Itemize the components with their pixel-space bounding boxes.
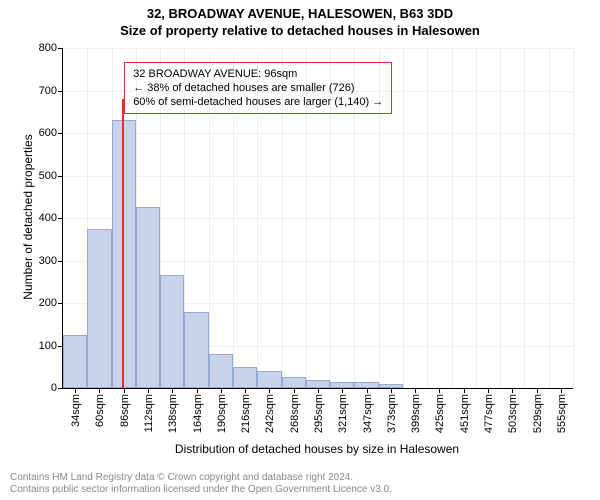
annotation-box: 32 BROADWAY AVENUE: 96sqm← 38% of detach… [124,62,392,115]
x-tick-label: 555sqm [554,394,568,433]
x-tick [294,388,295,393]
x-tick-label: 86sqm [117,394,131,427]
x-tick-label: 295sqm [311,394,325,433]
x-tick [221,388,222,393]
grid-line [403,48,404,388]
x-tick [512,388,513,393]
histogram-bar [160,275,184,388]
x-tick [172,388,173,393]
x-tick-label: 321sqm [335,394,349,433]
x-tick-label: 347sqm [360,394,374,433]
x-tick [197,388,198,393]
grid-line [500,48,501,388]
x-tick-label: 268sqm [287,394,301,433]
x-tick [391,388,392,393]
annotation-line: ← 38% of detached houses are smaller (72… [133,81,383,95]
x-tick-label: 112sqm [141,394,155,432]
x-tick [464,388,465,393]
x-tick [99,388,100,393]
histogram-bar [282,377,306,388]
footer-line: Contains public sector information licen… [10,484,392,496]
x-tick-label: 216sqm [238,394,252,433]
y-tick-label: 600 [39,127,63,139]
annotation-line: 60% of semi-detached houses are larger (… [133,95,383,109]
grid-line [549,48,550,388]
x-tick [148,388,149,393]
histogram-bar [184,312,208,389]
footer-attribution: Contains HM Land Registry data © Crown c… [10,472,392,496]
x-tick-label: 164sqm [190,394,204,433]
x-tick [367,388,368,393]
title-main: 32, BROADWAY AVENUE, HALESOWEN, B63 3DD [0,0,600,21]
x-axis-label: Distribution of detached houses by size … [62,442,572,456]
histogram-bar [136,207,160,388]
x-tick [124,388,125,393]
x-tick-label: 425sqm [432,394,446,433]
annotation-line: 32 BROADWAY AVENUE: 96sqm [133,67,383,81]
grid-line [63,176,573,177]
histogram-bar [306,380,330,389]
y-tick-label: 300 [39,255,63,267]
y-tick-label: 700 [39,85,63,97]
x-tick [439,388,440,393]
x-tick-label: 60sqm [92,394,106,427]
grid-line [63,133,573,134]
y-tick-label: 200 [39,297,63,309]
histogram-bar [87,229,111,388]
histogram-bar [63,335,87,388]
grid-line [427,48,428,388]
x-tick [269,388,270,393]
histogram-bar [209,354,233,388]
x-tick-label: 190sqm [214,394,228,433]
x-tick [537,388,538,393]
grid-line [476,48,477,388]
grid-line [573,48,574,388]
x-tick [488,388,489,393]
x-tick-label: 529sqm [530,394,544,433]
title-sub: Size of property relative to detached ho… [0,21,600,38]
x-tick-label: 373sqm [384,394,398,433]
x-tick [561,388,562,393]
x-tick-label: 503sqm [505,394,519,433]
y-axis-label: Number of detached properties [21,117,35,317]
y-tick-label: 400 [39,212,63,224]
y-tick-label: 500 [39,170,63,182]
x-tick-label: 477sqm [481,394,495,433]
grid-line [524,48,525,388]
x-tick [415,388,416,393]
histogram-bar [257,371,281,388]
footer-line: Contains HM Land Registry data © Crown c… [10,472,392,484]
x-tick [342,388,343,393]
x-tick-label: 138sqm [165,394,179,433]
y-tick-label: 800 [39,42,63,54]
plot-area: 010020030040050060070080034sqm60sqm86sqm… [62,48,573,389]
y-tick-label: 0 [51,382,63,394]
x-tick-label: 34sqm [68,394,82,427]
x-tick-label: 399sqm [408,394,422,433]
x-tick [245,388,246,393]
marker-line [122,99,124,388]
x-tick-label: 242sqm [262,394,276,433]
chart-container: 32, BROADWAY AVENUE, HALESOWEN, B63 3DD … [0,0,600,500]
x-tick-label: 451sqm [457,394,471,433]
histogram-bar [233,367,257,388]
grid-line [63,48,573,49]
x-tick [318,388,319,393]
y-tick-label: 100 [39,340,63,352]
x-tick [75,388,76,393]
grid-line [452,48,453,388]
